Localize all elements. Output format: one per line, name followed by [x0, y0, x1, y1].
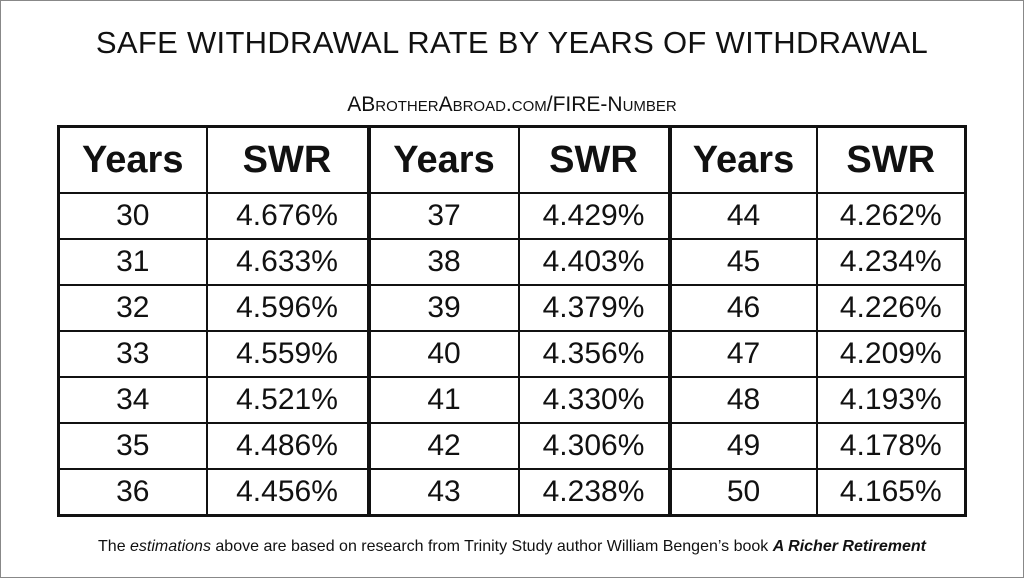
swr-cell: 4.306% — [517, 422, 671, 470]
swr-cell: 4.356% — [517, 330, 671, 378]
swr-cell: 4.238% — [517, 468, 671, 517]
swr-cell: 4.165% — [815, 468, 967, 517]
years-cell: 43 — [366, 468, 520, 517]
header-cell: SWR — [205, 125, 370, 194]
header-cell: SWR — [815, 125, 967, 194]
years-cell: 37 — [366, 192, 520, 240]
header-cell: Years — [667, 125, 818, 194]
swr-cell: 4.633% — [205, 238, 370, 286]
footer-text: The — [98, 538, 131, 555]
book-title: A Richer Retirement — [772, 538, 926, 555]
years-cell: 33 — [57, 330, 208, 378]
swr-cell: 4.262% — [815, 192, 967, 240]
header-cell: SWR — [517, 125, 671, 194]
years-cell: 42 — [366, 422, 520, 470]
footer: The estimations above are based on resea… — [1, 538, 1023, 556]
swr-cell: 4.429% — [517, 192, 671, 240]
footer-text: above are based on research from Trinity… — [210, 538, 773, 555]
swr-cell: 4.559% — [205, 330, 370, 378]
swr-cell: 4.379% — [517, 284, 671, 332]
header-cell: Years — [57, 125, 208, 194]
swr-cell: 4.193% — [815, 376, 967, 424]
years-cell: 35 — [57, 422, 208, 470]
swr-cell: 4.226% — [815, 284, 967, 332]
years-cell: 46 — [667, 284, 818, 332]
swr-cell: 4.676% — [205, 192, 370, 240]
title: SAFE WITHDRAWAL RATE BY YEARS OF WITHDRA… — [95, 25, 929, 60]
years-cell: 38 — [366, 238, 520, 286]
swr-cell: 4.596% — [205, 284, 370, 332]
years-cell: 32 — [57, 284, 208, 332]
table-row: 30 4.676% 37 4.429% 44 4.262% — [57, 192, 967, 240]
years-cell: 39 — [366, 284, 520, 332]
header-cell: Years — [366, 125, 520, 194]
table-row: 36 4.456% 43 4.238% 50 4.165% — [57, 468, 967, 517]
years-cell: 30 — [57, 192, 208, 240]
subtitle: ABrotherAbroad.com/FIRE-Number — [347, 93, 677, 116]
table-body: 30 4.676% 37 4.429% 44 4.262% 31 4.633% 38 4.403%… — [57, 192, 967, 517]
years-cell: 48 — [667, 376, 818, 424]
years-cell: 40 — [366, 330, 520, 378]
swr-cell: 4.178% — [815, 422, 967, 470]
years-cell: 50 — [667, 468, 818, 517]
table-row: 32 4.596% 39 4.379% 46 4.226% — [57, 284, 967, 332]
years-cell: 45 — [667, 238, 818, 286]
years-cell: 36 — [57, 468, 208, 517]
swr-cell: 4.209% — [815, 330, 967, 378]
table-row: 34 4.521% 41 4.330% 48 4.193% — [57, 376, 967, 424]
years-cell: 41 — [366, 376, 520, 424]
years-cell: 47 — [667, 330, 818, 378]
swr-cell: 4.521% — [205, 376, 370, 424]
swr-cell: 4.330% — [517, 376, 671, 424]
table-row: 35 4.486% 42 4.306% 49 4.178% — [57, 422, 967, 470]
years-cell: 34 — [57, 376, 208, 424]
table-row: 31 4.633% 38 4.403% 45 4.234% — [57, 238, 967, 286]
header-row: Years SWR Years SWR Years SWR — [57, 125, 967, 194]
table-row: 33 4.559% 40 4.356% 47 4.209% — [57, 330, 967, 378]
years-cell: 44 — [667, 192, 818, 240]
years-cell: 31 — [57, 238, 208, 286]
swr-cell: 4.486% — [205, 422, 370, 470]
swr-cell: 4.456% — [205, 468, 370, 517]
swr-table: Years SWR Years SWR Years SWR 30 4.676% 37 4.429… — [57, 125, 967, 517]
footer-emphasis: estimations — [130, 538, 211, 555]
swr-cell: 4.403% — [517, 238, 671, 286]
swr-cell: 4.234% — [815, 238, 967, 286]
years-cell: 49 — [667, 422, 818, 470]
